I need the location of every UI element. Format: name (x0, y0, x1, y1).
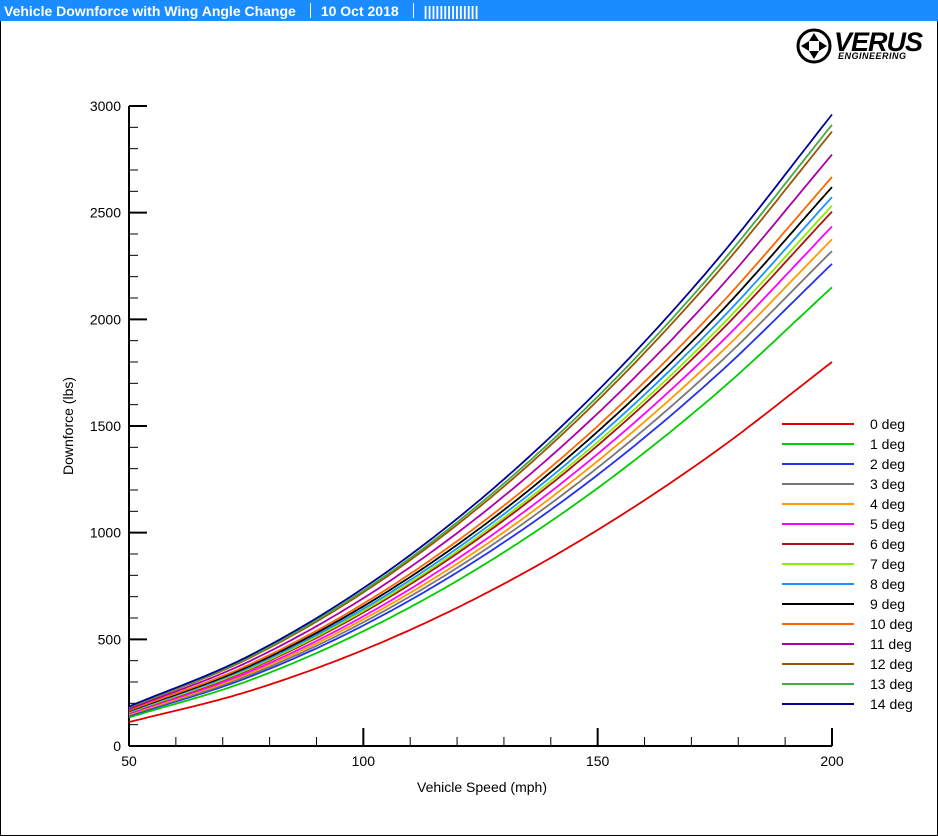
series-line-2 (128, 263, 833, 717)
legend-label: 13 deg (870, 676, 913, 692)
chart-legend: 0 deg 1 deg 2 deg 3 deg 4 deg 5 deg 6 deg 7 deg… (782, 416, 913, 712)
chart-title: Vehicle Downforce with Wing Angle Change (4, 2, 296, 19)
y-axis-label: Downforce (lbs) (60, 377, 76, 475)
barcode-marks: |||||||||||||| (423, 2, 479, 19)
verus-logo: VERUS ENGINEERING (794, 26, 934, 66)
series-line-3 (128, 250, 833, 716)
title-bar: Vehicle Downforce with Wing Angle Change… (0, 0, 938, 21)
y-tick-label: 3000 (90, 98, 121, 114)
title-separator (412, 3, 414, 18)
series-line-10 (128, 176, 833, 712)
y-tick-label: 1000 (90, 525, 121, 541)
verus-diamond-logo-icon (796, 28, 832, 64)
series-line-14 (128, 113, 833, 708)
y-tick-label: 2500 (90, 205, 121, 221)
series-line-9 (128, 186, 833, 712)
y-tick-label: 500 (98, 631, 122, 647)
legend-label: 3 deg (870, 476, 905, 492)
logo-wordmark: VERUS (834, 27, 923, 57)
y-tick-label: 0 (113, 738, 121, 754)
legend-label: 7 deg (870, 556, 905, 572)
legend-label: 6 deg (870, 536, 905, 552)
legend-label: 8 deg (870, 576, 905, 592)
x-axis-label: Vehicle Speed (mph) (417, 779, 547, 795)
legend-label: 14 deg (870, 696, 913, 712)
logo-subtitle: ENGINEERING (838, 51, 907, 61)
legend-label: 10 deg (870, 616, 913, 632)
legend-label: 1 deg (870, 436, 905, 452)
legend-label: 11 deg (870, 636, 912, 652)
series-line-8 (128, 196, 833, 713)
legend-label: 2 deg (870, 456, 905, 472)
series-line-11 (128, 154, 833, 710)
y-tick-label: 1500 (90, 418, 121, 434)
legend-label: 4 deg (870, 496, 905, 512)
y-tick-label: 2000 (90, 311, 121, 327)
legend-label: 0 deg (870, 416, 905, 432)
legend-label: 5 deg (870, 516, 905, 532)
legend-label: 9 deg (870, 596, 905, 612)
x-tick-label: 200 (820, 753, 844, 769)
x-tick-label: 150 (586, 753, 610, 769)
chart-series (128, 113, 833, 723)
series-line-4 (128, 238, 833, 716)
x-tick-label: 50 (121, 753, 137, 769)
title-separator (309, 3, 311, 18)
series-line-0 (128, 361, 833, 723)
series-line-12 (128, 131, 833, 709)
series-line-7 (128, 204, 833, 714)
x-tick-label: 100 (352, 753, 376, 769)
legend-label: 12 deg (870, 656, 913, 672)
chart-date: 10 Oct 2018 (320, 2, 399, 19)
series-line-5 (128, 225, 833, 715)
series-line-6 (128, 210, 833, 714)
series-line-1 (128, 286, 833, 719)
series-line-13 (128, 124, 833, 709)
